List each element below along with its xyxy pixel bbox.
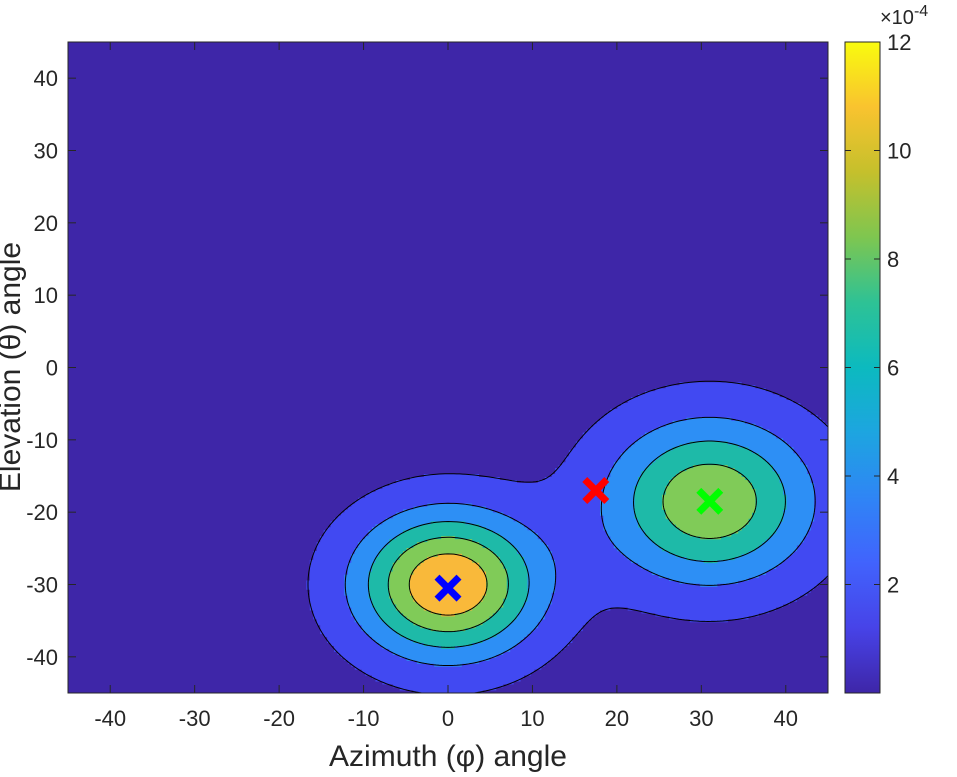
blue-x-marker <box>434 574 462 602</box>
y-axis-label: Elevation (θ) angle <box>0 242 27 492</box>
x-tick-label: -40 <box>94 706 126 731</box>
colorbar-tick-label: 10 <box>887 139 911 164</box>
colorbar-tick-label: 6 <box>887 356 899 381</box>
contour-line-5 <box>408 553 488 616</box>
x-tick-label: 20 <box>605 706 629 731</box>
y-tick-label: 20 <box>34 211 58 236</box>
y-tick-label: 0 <box>46 356 58 381</box>
colorbar-tick-label: 8 <box>887 247 899 272</box>
x-tick-label: 10 <box>520 706 544 731</box>
red-x-stroke-b <box>582 476 610 504</box>
x-tick-label: -30 <box>179 706 211 731</box>
x-tick-label: -10 <box>348 706 380 731</box>
contour-line-4 <box>387 463 757 633</box>
y-tick-label: -10 <box>26 428 58 453</box>
green-x-stroke-b <box>696 487 724 515</box>
colorbar-tick-label: 12 <box>887 30 911 55</box>
y-tick-label: 40 <box>34 66 58 91</box>
colorbar-ticks: 2 4 6 8 10 12 <box>845 30 911 598</box>
y-tick-label: -30 <box>26 573 58 598</box>
peak-markers <box>434 476 724 602</box>
red-x-marker <box>582 476 610 504</box>
y-tick-label: -40 <box>26 645 58 670</box>
y-tick-label: 30 <box>34 139 58 164</box>
x-axis-label: Azimuth (φ) angle <box>329 740 567 773</box>
x-tick-label: 40 <box>774 706 798 731</box>
x-tick-label: -20 <box>263 706 295 731</box>
contour-fills <box>68 42 828 693</box>
x-axis-ticks: -40 -30 -20 -10 0 10 20 30 40 <box>94 42 798 731</box>
contour-line-3 <box>367 440 786 648</box>
y-axis-ticks: 40 30 20 10 0 -10 -20 -30 -40 <box>26 66 828 670</box>
contour-line-1 <box>307 380 828 693</box>
y-tick-label: -20 <box>26 500 58 525</box>
blue-x-stroke-b <box>434 574 462 602</box>
x-tick-label: 30 <box>689 706 713 731</box>
colorbar-tick-label: 4 <box>887 464 899 489</box>
colorbar: 2 4 6 8 10 12 ×10-4 <box>844 3 928 694</box>
green-x-marker <box>696 487 724 515</box>
colorbar-tick-label: 2 <box>887 573 899 598</box>
y-tick-label: 10 <box>34 283 58 308</box>
colorbar-multiplier: ×10-4 <box>880 3 928 29</box>
x-tick-label: 0 <box>442 706 454 731</box>
